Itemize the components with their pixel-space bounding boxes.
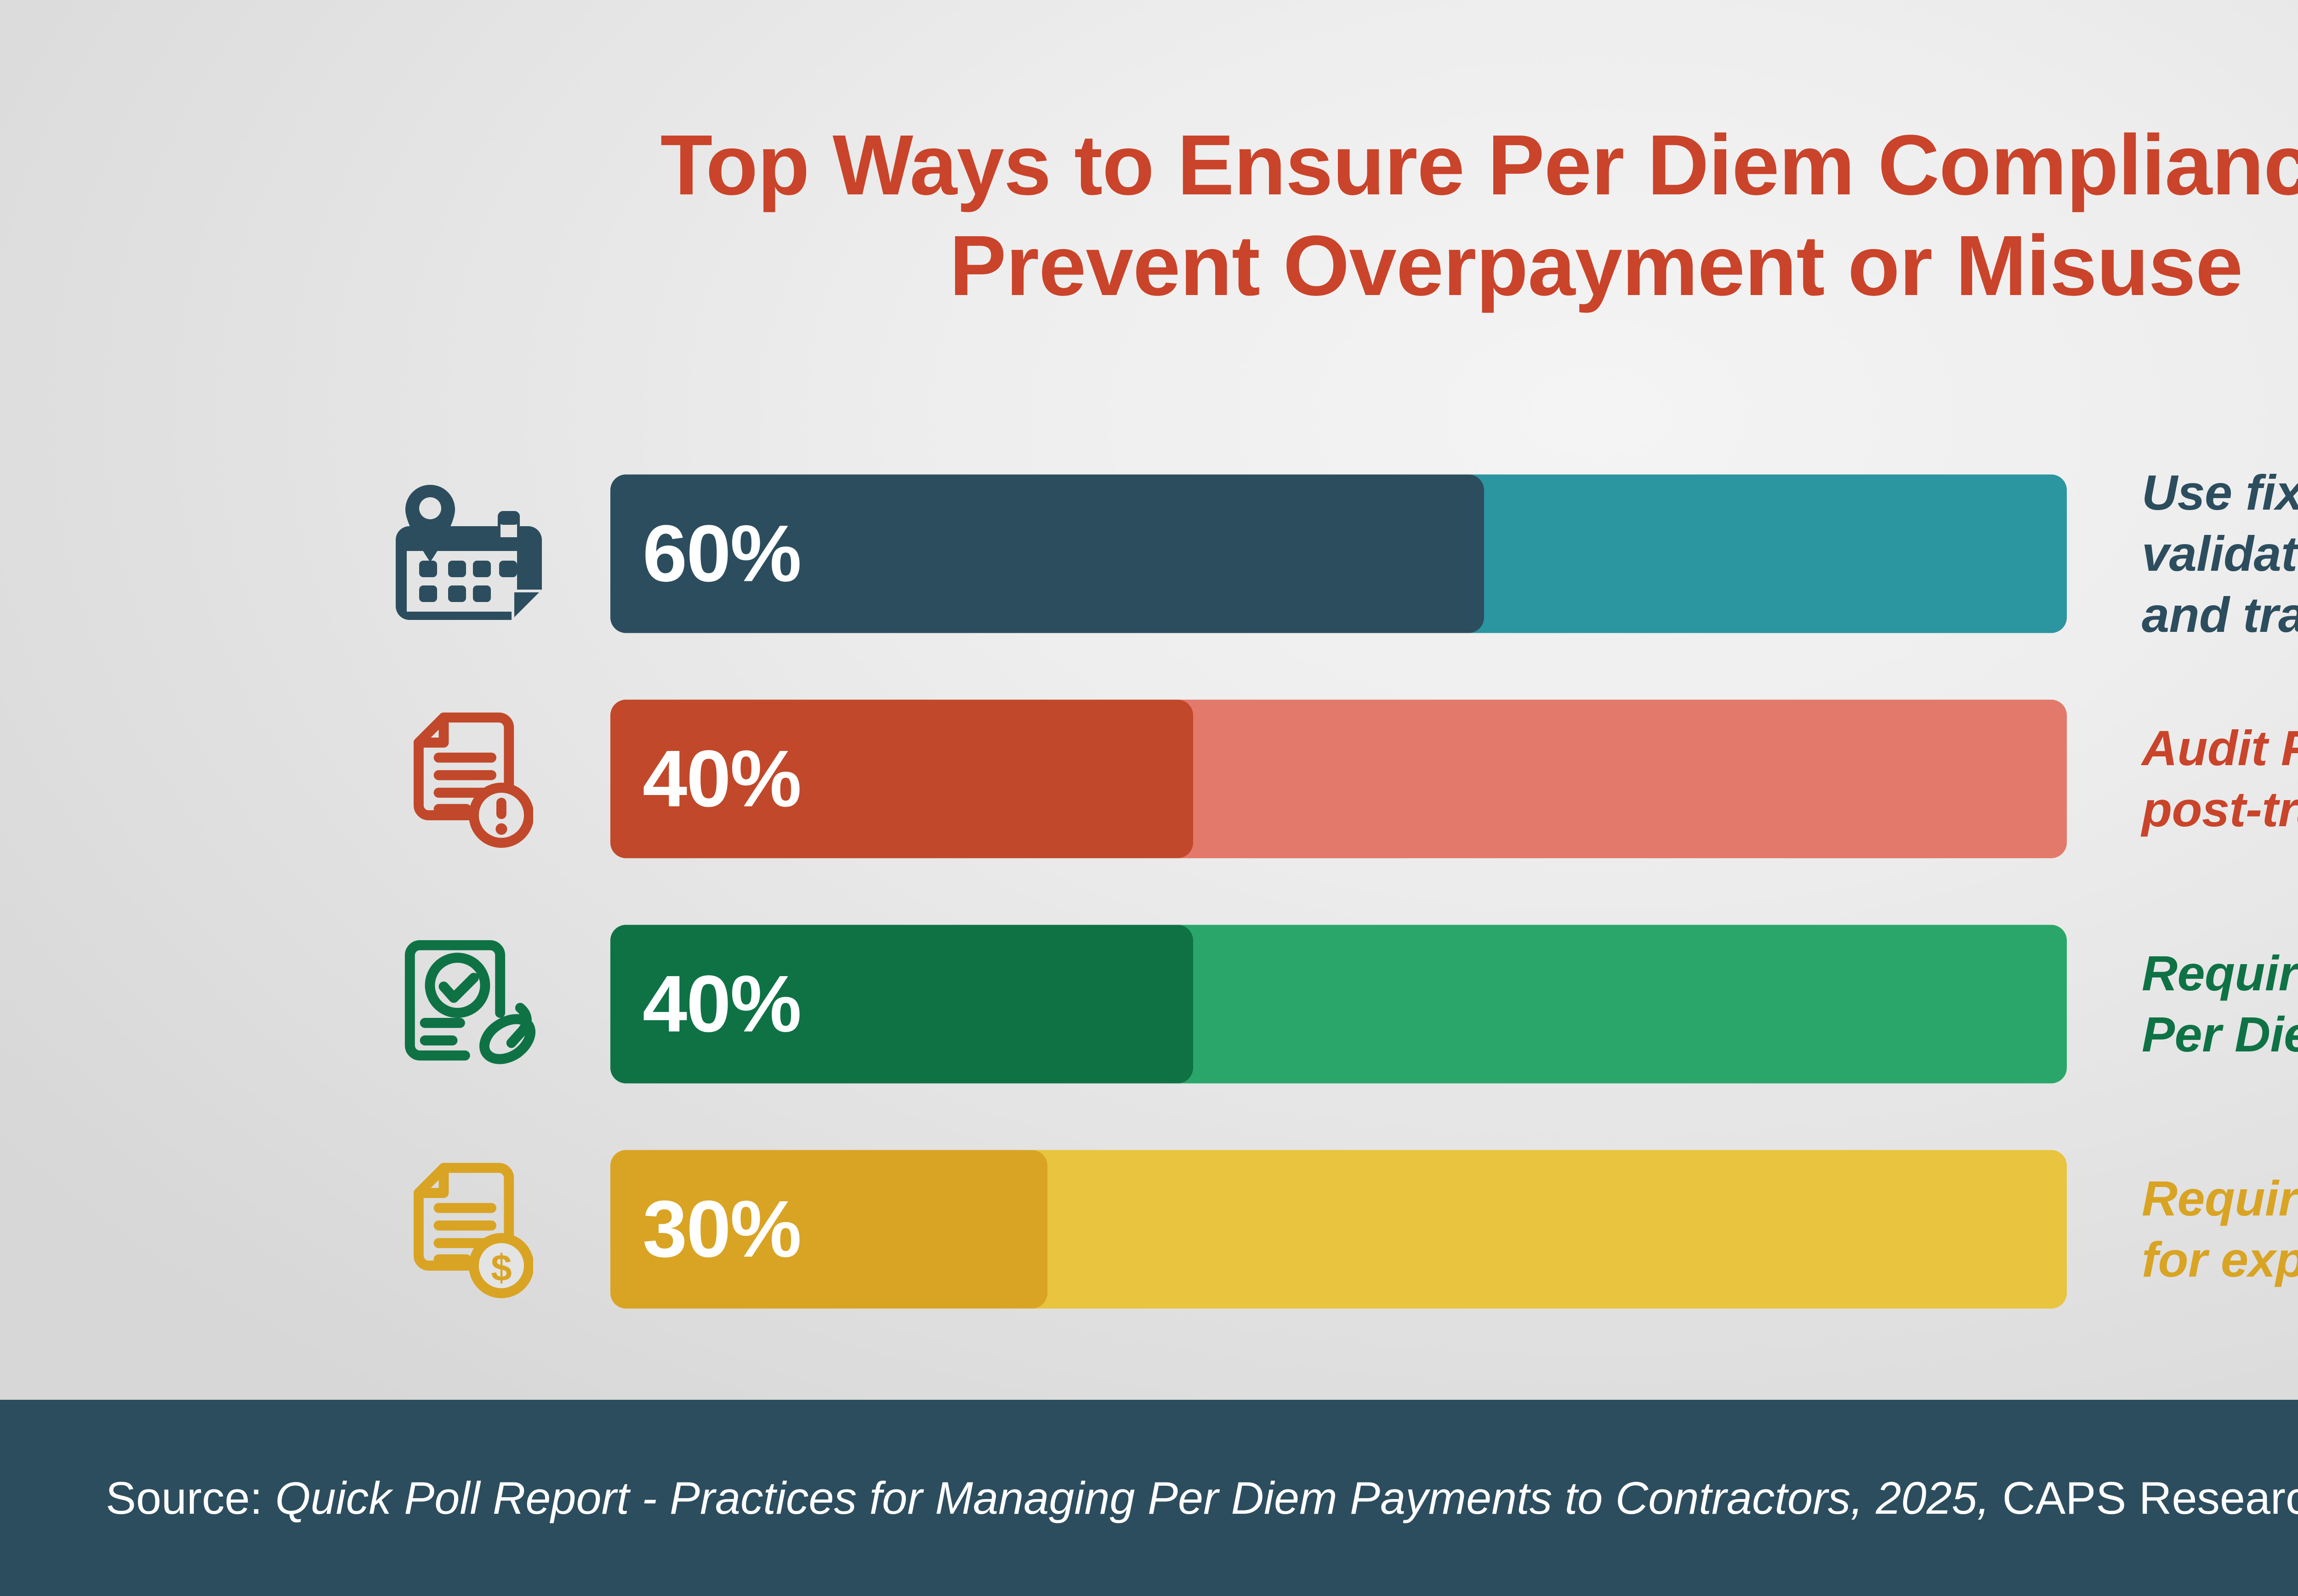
title-line-1: Top Ways to Ensure Per Diem Compliance a…	[660, 118, 2298, 213]
row-label-line-2: Per Diem eligibility	[2142, 1006, 2298, 1062]
bar-value-label: 40%	[643, 734, 802, 824]
chart-row: 40% Require pre-approval for Per Diem el…	[0, 892, 2298, 1117]
bar-value-label: 40%	[643, 959, 802, 1049]
row-label: Use fixed Per Diem rates but validate el…	[2142, 462, 2298, 645]
source-report-title: Quick Poll Report - Practices for Managi…	[275, 1472, 1990, 1523]
chart-row: 60% Use fixed Per Diem rates but validat…	[0, 441, 2298, 666]
bar-value-label: 30%	[643, 1184, 802, 1274]
receipt-dollar-icon: $	[368, 1137, 570, 1321]
chart-row: $ 30% Require receipts/documentation for…	[0, 1117, 2298, 1342]
calendar-location-icon	[368, 462, 570, 646]
row-label-line-3: and travel dates	[2142, 586, 2298, 642]
source-lead: Source:	[106, 1472, 263, 1523]
page-title: Top Ways to Ensure Per Diem Compliance a…	[0, 115, 2298, 317]
bar-track: 30%	[610, 1150, 2067, 1309]
source-citation: Source: Quick Poll Report - Practices fo…	[106, 1475, 2298, 1521]
bar-value-label: 60%	[643, 509, 802, 599]
bar-fill	[610, 925, 1193, 1084]
row-label: Audit Per Diem claims post-travel	[2142, 718, 2298, 840]
row-label-line-2: validate eligibility using location	[2142, 525, 2298, 581]
bar-track: 40%	[610, 925, 2067, 1084]
source-publisher: CAPS Research	[2002, 1472, 2298, 1523]
row-label-line-2: for expenses	[2142, 1232, 2298, 1287]
row-label-line-2: post-travel	[2142, 781, 2298, 837]
bar-fill	[610, 699, 1193, 858]
row-label: Require receipts/documentation for expen…	[2142, 1168, 2298, 1290]
approval-stamp-icon	[368, 912, 570, 1096]
bar-chart: 60% Use fixed Per Diem rates but validat…	[0, 441, 2298, 1342]
svg-text:$: $	[491, 1247, 512, 1289]
title-line-2: Prevent Overpayment or Misuse	[949, 218, 2243, 314]
chart-row: 40% Audit Per Diem claims post-travel	[0, 666, 2298, 892]
bar-fill	[610, 1150, 1047, 1309]
document-alert-icon	[368, 687, 570, 871]
footer-bar: Source: Quick Poll Report - Practices fo…	[0, 1400, 2298, 1596]
row-label-line-1: Use fixed Per Diem rates but	[2142, 464, 2298, 520]
bar-track: 40%	[610, 699, 2067, 858]
bar-fill	[610, 474, 1485, 633]
bar-track: 60%	[610, 474, 2067, 633]
row-label-line-1: Audit Per Diem claims	[2142, 720, 2298, 776]
row-label: Require pre-approval for Per Diem eligib…	[2142, 943, 2298, 1065]
row-label-line-1: Require pre-approval for	[2142, 945, 2298, 1001]
row-label-line-1: Require receipts/documentation	[2142, 1170, 2298, 1227]
